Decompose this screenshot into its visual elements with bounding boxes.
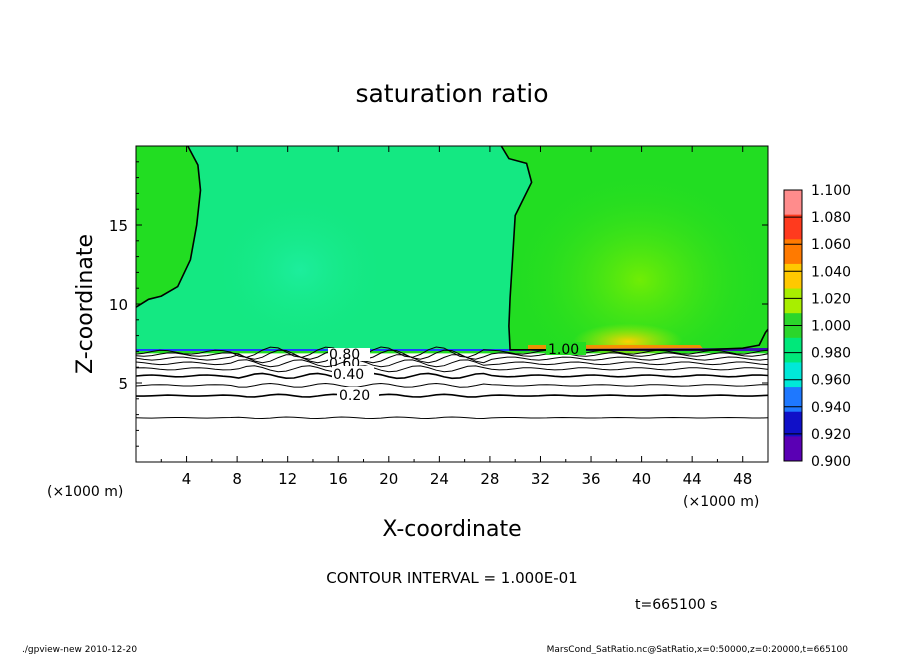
field-region-mid-saturation [136,146,201,308]
chart-title: saturation ratio [355,79,548,108]
program-footer: ./gpview-new 2010-12-20 [22,645,137,654]
colorbar-label: 1.000 [811,319,851,335]
x-tick-label: 48 [733,470,752,488]
colorbar-swatch [784,387,802,413]
contour-line-0-20 [136,393,768,398]
x-axis-ticks: 4 8 12 16 20 24 28 32 36 40 44 48 [160,146,752,488]
contour-label-0-80: 0.80 [329,347,360,363]
colorbar-swatch [784,214,802,240]
colorbar-label: 0.980 [811,346,851,362]
colorbar-label: 1.080 [811,210,851,226]
colorbar-label: 1.060 [811,237,851,253]
contour-line-0-10 [136,416,768,420]
colorbar-label: 0.940 [811,400,851,416]
x-tick-label: 12 [278,470,297,488]
y-axis-ticks: 5 10 15 [109,161,768,447]
x-tick-label: 28 [480,470,499,488]
contour-line-0-60 [136,359,768,368]
x-axis-label: X-coordinate [382,517,521,542]
y-tick-label: 10 [109,296,128,314]
plot-field: 1.00 0.80 0.60 0.40 0.20 [136,146,768,462]
x-tick-label: 24 [430,470,449,488]
field-glow-mid [210,190,390,350]
contour-lines [136,346,768,420]
contour-label-bg-0-40 [332,366,374,380]
contour-label-bg-0-80 [328,348,370,361]
y-tick-label: 5 [118,375,128,393]
colorbar-label: 1.040 [811,264,851,280]
colorbar-swatch [784,436,802,462]
x-unit-left: (×1000 m) [47,484,123,500]
x-tick-label: 40 [632,470,651,488]
x-tick-label: 4 [182,470,192,488]
x-tick-label: 44 [683,470,702,488]
x-unit-right: (×1000 m) [683,494,759,510]
colorbar-swatch [784,288,802,314]
colorbar-swatch [784,190,802,216]
source-footer: MarsCond_SatRatio.nc@SatRatio,x=0:50000,… [547,645,849,654]
x-tick-label: 32 [531,470,550,488]
y-axis-label: Z-coordinate [73,234,98,374]
contour-line-0-40 [136,372,768,380]
contour-line-0-80 [136,349,768,360]
colorbar-swatch [784,362,802,388]
colorbar-swatch [784,411,802,437]
contour-line-0-50 [136,365,768,373]
contour-label-1-00: 1.00 [548,342,579,358]
colorbar-label: 0.900 [811,454,851,470]
x-tick-label: 8 [232,470,242,488]
contour-line-1-00-right [500,146,768,351]
contour-label-bg-1-00 [546,342,586,355]
colorbar-label: 0.960 [811,373,851,389]
contour-interval-text: CONTOUR INTERVAL = 1.000E-01 [326,569,577,587]
colorbar: 1.100 1.080 1.060 1.040 1.020 1.000 0.980 0.960… [783,183,851,470]
colorbar-label: 1.020 [811,291,851,307]
contour-line-0-30 [136,382,768,388]
colorbar-swatch [784,263,802,290]
time-stamp: t=665100 s [635,597,717,613]
contour-label-0-40: 0.40 [333,367,364,383]
colorbar-label: 1.100 [811,183,851,199]
colorbar-swatch [784,239,802,265]
contour-label-bg-0-20 [337,387,379,401]
y-tick-label: 15 [109,217,128,235]
colorbar-swatch [784,337,802,363]
contour-label-0-20: 0.20 [339,388,370,404]
contour-line-1-00-left [136,146,202,308]
x-tick-label: 16 [329,470,348,488]
x-tick-label: 36 [581,470,600,488]
field-white-region [136,353,768,462]
x-tick-label: 20 [379,470,398,488]
colorbar-label: 0.920 [811,427,851,443]
